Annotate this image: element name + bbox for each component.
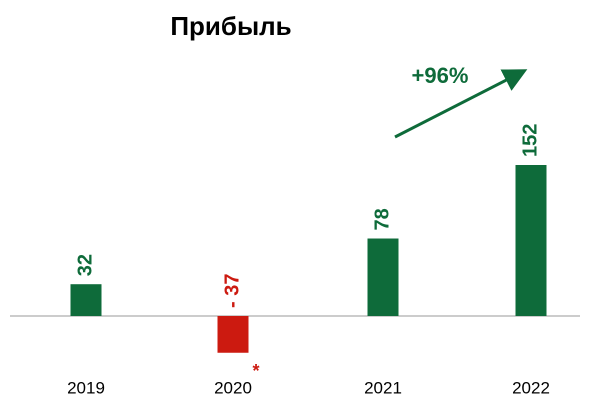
bar (217, 316, 249, 353)
value-label: 152 (519, 124, 541, 157)
x-tick-label: 2022 (512, 378, 550, 397)
value-label: - 37 (221, 274, 243, 308)
bar (70, 284, 102, 316)
value-label: 78 (371, 208, 393, 230)
bar (515, 165, 547, 316)
chart-title: Прибыль (170, 11, 291, 41)
x-tick-label: 2021 (364, 378, 402, 397)
x-tick-label: 2019 (67, 378, 105, 397)
value-label: 32 (74, 254, 96, 276)
x-tick-label: 2020 (214, 378, 252, 397)
bar (367, 238, 399, 316)
trend-arrow (394, 69, 528, 139)
growth-annotation: +96% (412, 63, 469, 88)
footnote-mark: * (252, 361, 259, 381)
